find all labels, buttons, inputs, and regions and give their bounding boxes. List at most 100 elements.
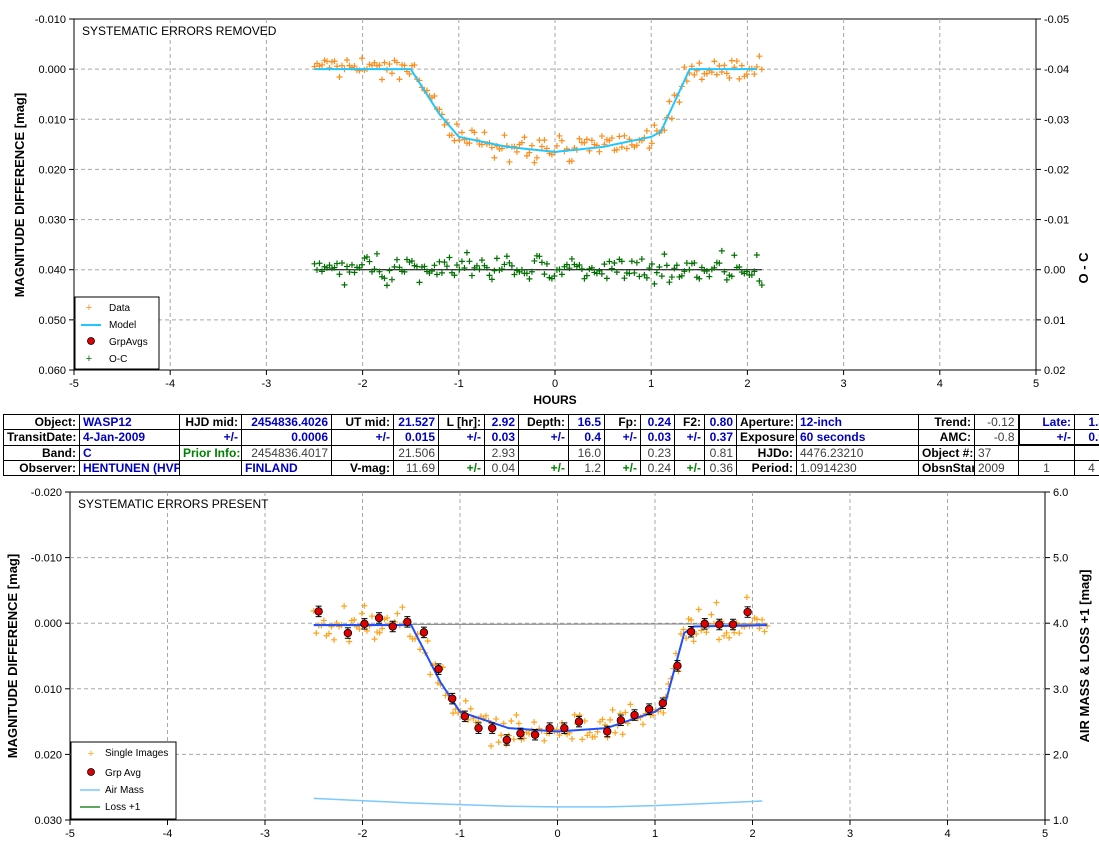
- legend-air-mass: Air Mass: [105, 785, 144, 796]
- oc-point: [686, 266, 693, 273]
- oc-point: [558, 271, 565, 278]
- oc-point: [461, 265, 468, 272]
- single-image-point: [660, 709, 667, 716]
- oc-point: [568, 255, 575, 262]
- x-tick-label: -4: [163, 828, 173, 840]
- cell-fp: 0.24: [640, 414, 675, 430]
- data-point: [386, 61, 393, 68]
- data-point: [351, 63, 358, 70]
- single-image-point: [384, 614, 391, 621]
- oc-point: [468, 272, 475, 279]
- single-image-point: [424, 637, 431, 644]
- cell-depth-prior-err: 1.2: [568, 460, 605, 476]
- oc-point: [598, 270, 605, 277]
- legend-grpavgs: GrpAvgs: [109, 337, 148, 348]
- cell-prior-length: 2.93: [484, 444, 519, 461]
- grp-avg-point: [715, 620, 724, 629]
- single-image-point: [556, 732, 563, 739]
- oc-point: [416, 279, 423, 286]
- cell-empty: [674, 444, 705, 461]
- x-tick-label: 1: [648, 378, 654, 390]
- oc-point: [608, 265, 615, 272]
- y2-tick-label: -0.01: [1044, 215, 1069, 227]
- y2-tick-label: 5.0: [1053, 553, 1068, 565]
- data-point: [623, 145, 630, 152]
- oc-point: [338, 259, 345, 266]
- x-tick-label: 3: [841, 378, 847, 390]
- oc-point: [673, 262, 680, 269]
- data-point: [633, 142, 640, 149]
- y2-tick-label: 0.00: [1044, 265, 1065, 277]
- single-image-point: [313, 630, 320, 637]
- oc-point: [703, 267, 710, 274]
- cell-obsn-start-label: ObsnStartDate:: [918, 460, 975, 476]
- y-tick-label: -0.020: [31, 487, 62, 499]
- data-point: [388, 70, 395, 77]
- y2-tick-label: 0.02: [1044, 365, 1065, 377]
- single-image-point: [361, 602, 368, 609]
- data-point: [751, 71, 758, 78]
- single-image-point: [602, 721, 609, 728]
- cell-prior-label: Prior Info:: [179, 444, 242, 461]
- svg-text:+: +: [86, 353, 92, 365]
- single-image-point: [695, 606, 702, 613]
- grp-avg-point: [343, 628, 353, 638]
- cell-period-label: Period:: [736, 460, 797, 476]
- oc-point: [753, 251, 760, 258]
- oc-point: [583, 272, 590, 279]
- grp-avg-point: [603, 727, 612, 736]
- grp-avg-point: [616, 716, 626, 725]
- single-image-point: [612, 729, 619, 736]
- oc-point: [508, 262, 515, 269]
- oc-point: [336, 271, 343, 278]
- oc-point: [498, 266, 505, 273]
- cell-object: WASP12: [79, 414, 180, 430]
- data-point: [608, 135, 615, 142]
- oc-point: [758, 282, 765, 289]
- single-image-point: [586, 729, 593, 736]
- cell-fp-err: 0.03: [640, 429, 675, 446]
- oc-point: [483, 264, 490, 271]
- single-image-point: [462, 697, 469, 704]
- chart-annotation: SYSTEMATIC ERRORS REMOVED: [82, 24, 277, 38]
- grp-avg-point: [728, 620, 738, 629]
- single-image-point: [723, 629, 730, 636]
- single-image-point: [683, 635, 690, 642]
- oc-point: [431, 262, 438, 269]
- x-tick-label: 2: [749, 828, 755, 840]
- grp-avg-point: [314, 607, 323, 616]
- data-point: [331, 58, 338, 65]
- cell-obsn-day: 4: [1074, 460, 1099, 476]
- x-tick-label: -3: [260, 828, 270, 840]
- oc-point: [538, 259, 545, 266]
- y-tick-label: 0.020: [34, 749, 62, 761]
- oc-point: [718, 247, 725, 254]
- y-tick-label: 0.030: [34, 815, 62, 827]
- oc-point: [348, 261, 355, 268]
- grp-avg-point: [644, 704, 654, 714]
- y-tick-label: -0.010: [35, 14, 66, 26]
- single-image-point: [622, 709, 629, 716]
- oc-point: [428, 267, 435, 274]
- oc-point: [388, 276, 395, 283]
- data-point: [583, 136, 590, 143]
- data-point: [743, 71, 750, 78]
- data-point: [513, 148, 520, 155]
- single-image-point: [493, 715, 500, 722]
- data-point: [318, 61, 325, 68]
- data-point: [406, 71, 413, 78]
- cell-trend: -0.12: [974, 414, 1019, 430]
- cell-late: 1.3: [1074, 414, 1099, 430]
- data-point: [518, 139, 525, 146]
- air-mass-line: [313, 797, 763, 808]
- cell-hjd-label: HJD mid:: [179, 414, 242, 430]
- oc-point: [518, 266, 525, 273]
- data-point: [556, 132, 563, 139]
- oc-point: [661, 251, 668, 258]
- single-image-point: [708, 611, 715, 618]
- cell-hjd-err: 0.0006: [241, 429, 332, 446]
- single-image-point: [753, 616, 760, 623]
- cell-amc-label: AMC:: [918, 429, 975, 446]
- oc-point: [453, 262, 460, 269]
- grp-avg-point: [560, 723, 569, 733]
